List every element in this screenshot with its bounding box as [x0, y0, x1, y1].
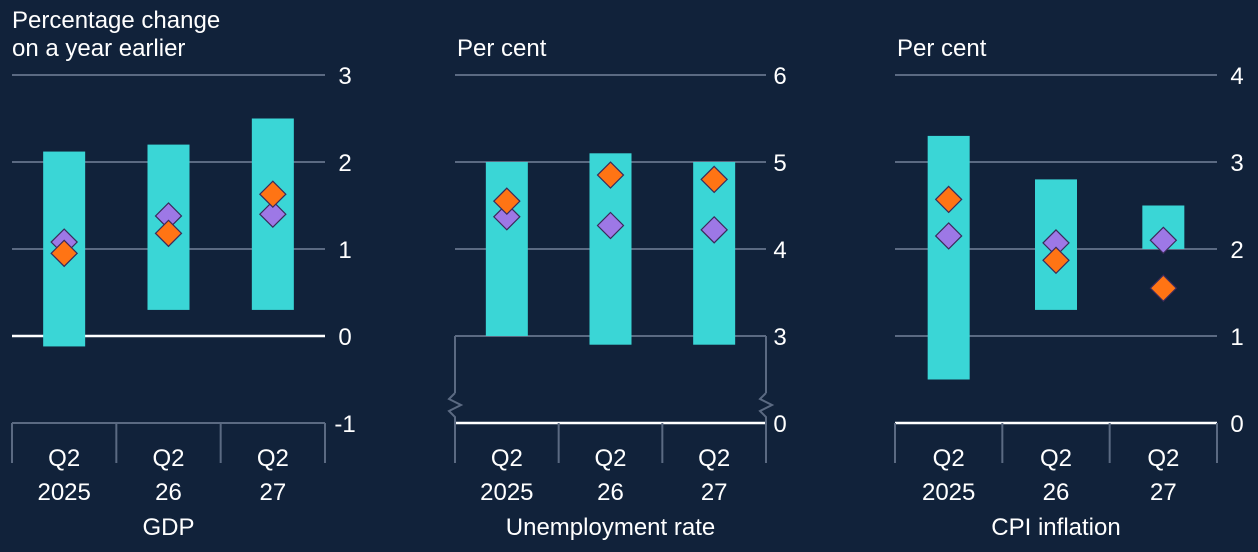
- panel-1-orange-marker: [154, 219, 183, 248]
- panel-1-orange-marker: [50, 239, 79, 268]
- panel-2-y-tick-label: 6: [773, 63, 786, 90]
- panel-1-y-tick-label: 0: [338, 324, 351, 351]
- panel-3-x-tick-label-quarter: Q2: [933, 445, 965, 472]
- panel-3-purple-marker: [934, 222, 963, 250]
- panel-2-y-axis-title: Per cent: [457, 35, 547, 62]
- panel-3-orange-marker: [1149, 274, 1178, 302]
- panel-2-orange-marker: [700, 165, 729, 194]
- panel-2-x-tick-label-year: 27: [701, 479, 728, 506]
- panel-1-x-tick-label-year: 27: [259, 479, 286, 506]
- panel-3-y-tick-label: 0: [1230, 411, 1243, 438]
- panel-1-x-tick-label-quarter: Q2: [152, 445, 184, 472]
- panel-2-x-tick-label-year: 26: [597, 479, 624, 506]
- panel-1-x-tick-label-quarter: Q2: [48, 445, 80, 472]
- panel-3-y-tick-label: 1: [1230, 324, 1243, 351]
- panel-3-y-axis-title: Per cent: [897, 35, 987, 62]
- panel-1-orange-marker: [258, 180, 287, 209]
- panel-1-y-axis-title: on a year earlier: [12, 35, 185, 62]
- panel-2-x-axis-title: Unemployment rate: [506, 514, 715, 541]
- panel-2-y-tick-label: 0: [773, 411, 786, 438]
- panel-2-y-tick-label: 4: [773, 237, 786, 264]
- panel-1-y-tick-label: -1: [334, 411, 355, 438]
- panel-2-purple-marker: [700, 216, 729, 244]
- panel-3-y-tick-label: 2: [1230, 237, 1243, 264]
- panel-1-y-tick-label: 1: [338, 237, 351, 264]
- panel-2-axis-break-right-zigzag: [758, 392, 775, 423]
- panel-2-x-tick-label-year: 2025: [480, 479, 533, 506]
- panel-3-x-tick-label-quarter: Q2: [1147, 445, 1179, 472]
- panel-2-y-tick-label: 5: [773, 150, 786, 177]
- panel-2-x-tick-label-quarter: Q2: [698, 445, 730, 472]
- panel-2-axis-break-left-zigzag: [447, 392, 464, 423]
- panel-1-y-axis-title: Percentage change: [12, 7, 220, 34]
- panel-3-x-tick-label-quarter: Q2: [1040, 445, 1072, 472]
- panel-3-x-tick-label-year: 27: [1150, 479, 1177, 506]
- panel-1-x-tick-label-year: 26: [155, 479, 182, 506]
- panel-3-x-axis-title: CPI inflation: [991, 514, 1120, 541]
- panel-3-x-tick-label-year: 26: [1043, 479, 1070, 506]
- panel-2-x-tick-label-quarter: Q2: [491, 445, 523, 472]
- panel-2-x-tick-label-quarter: Q2: [594, 445, 626, 472]
- panel-1-purple-marker: [258, 200, 287, 229]
- panel-2-purple-marker: [492, 202, 521, 231]
- panel-3-purple-marker: [1149, 226, 1178, 255]
- panel-1-y-tick-label: 3: [338, 63, 351, 90]
- panel-3-y-tick-label: 3: [1230, 150, 1243, 177]
- panel-2-orange-marker: [492, 187, 521, 215]
- panel-3-orange-marker: [934, 185, 963, 214]
- panel-3-range-bar: [927, 135, 970, 380]
- panel-2-y-tick-label: 3: [773, 324, 786, 351]
- panel-1-y-tick-label: 2: [338, 150, 351, 177]
- panel-3-orange-marker: [1042, 246, 1070, 275]
- panel-2-purple-marker: [596, 211, 625, 240]
- panel-2-orange-marker: [596, 161, 625, 189]
- panel-3-x-tick-label-year: 2025: [922, 479, 975, 506]
- panel-1-x-tick-label-year: 2025: [37, 479, 90, 506]
- panel-1-x-tick-label-quarter: Q2: [257, 445, 289, 472]
- panel-3-y-tick-label: 4: [1230, 63, 1243, 90]
- panel-1-x-axis-title: GDP: [142, 514, 194, 541]
